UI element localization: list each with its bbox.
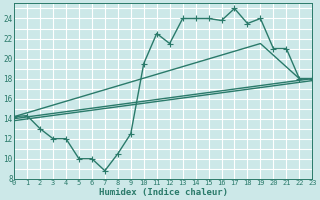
X-axis label: Humidex (Indice chaleur): Humidex (Indice chaleur) <box>99 188 228 197</box>
